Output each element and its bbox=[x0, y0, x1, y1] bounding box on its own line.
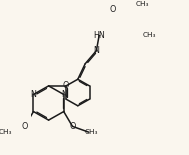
Text: CH₃: CH₃ bbox=[85, 129, 98, 135]
Text: O: O bbox=[109, 5, 116, 14]
Text: CH₃: CH₃ bbox=[136, 1, 149, 7]
Text: CH₃: CH₃ bbox=[0, 129, 12, 135]
Text: HN: HN bbox=[93, 31, 105, 40]
Text: O: O bbox=[63, 81, 69, 90]
Text: CH₃: CH₃ bbox=[142, 32, 156, 38]
Text: O: O bbox=[69, 122, 76, 131]
Text: O: O bbox=[22, 122, 28, 131]
Text: N: N bbox=[93, 46, 99, 55]
Text: N: N bbox=[31, 90, 36, 99]
Text: N: N bbox=[61, 90, 67, 99]
